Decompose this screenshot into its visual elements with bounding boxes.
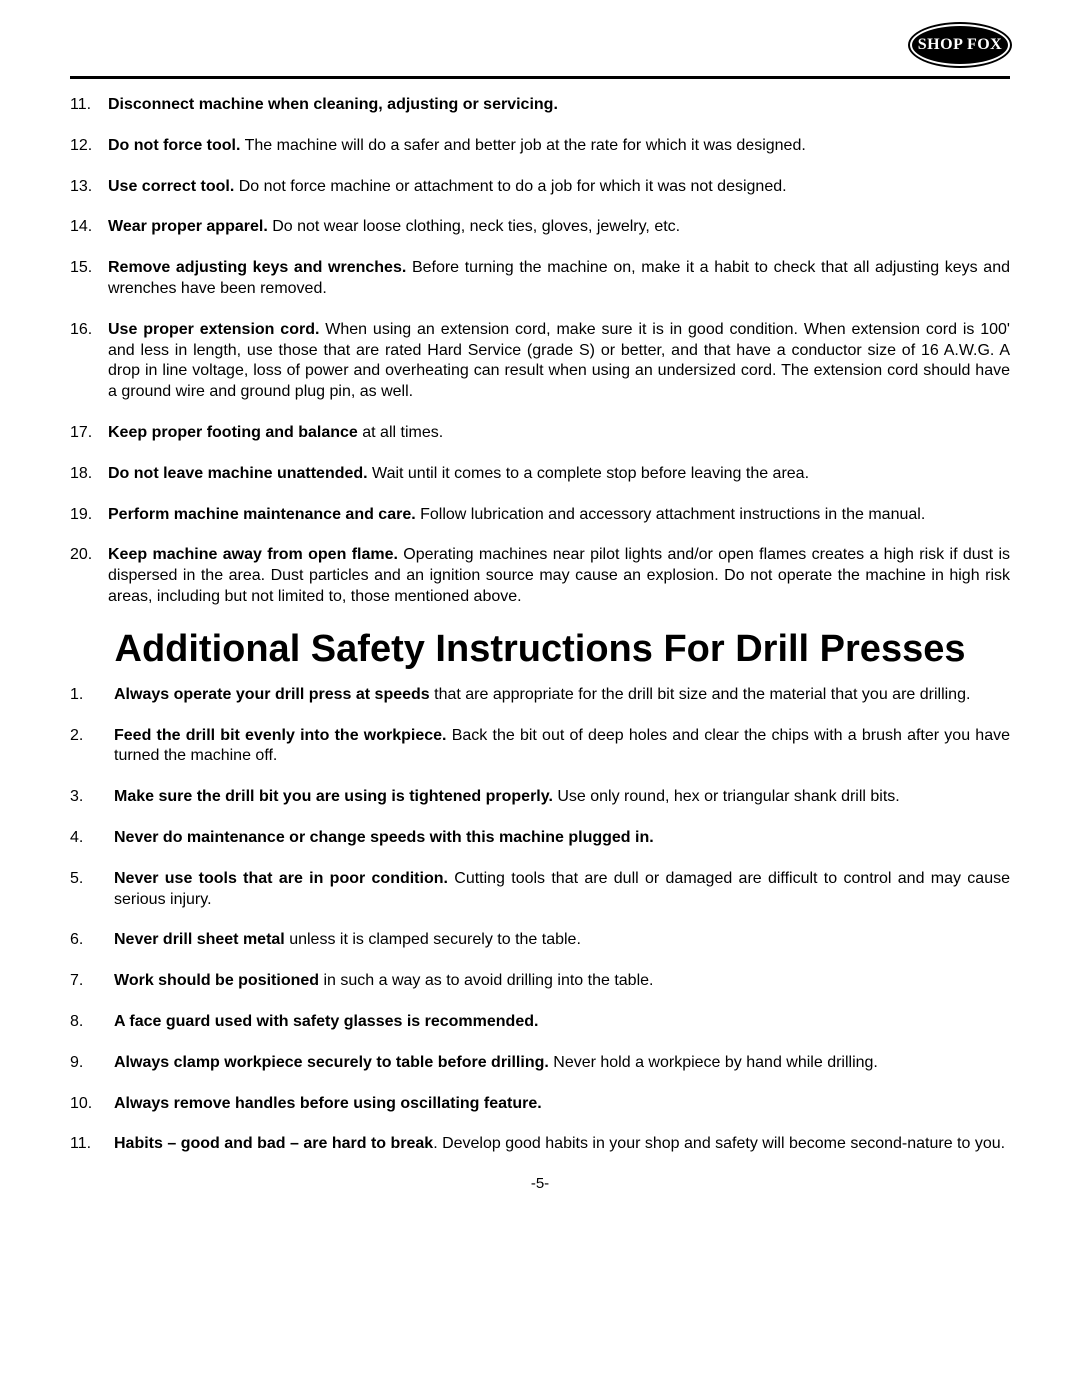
rule-number: 7. <box>70 971 83 992</box>
rule-rest-text: in such a way as to avoid drilling into … <box>319 972 653 989</box>
rule-bold-text: Do not leave machine unattended. <box>108 465 368 482</box>
rule-rest-text: that are appropriate for the drill bit s… <box>430 686 971 703</box>
brand-logo: SHOP FOX <box>910 24 1010 66</box>
rule-number: 3. <box>70 787 83 808</box>
section-title: Additional Safety Instructions For Drill… <box>70 628 1010 671</box>
general-rule-item: 14. Wear proper apparel. Do not wear loos… <box>70 217 1010 238</box>
rule-number: 9. <box>70 1053 83 1074</box>
rule-bold-text: Always remove handles before using oscil… <box>114 1095 542 1112</box>
rule-bold-text: Make sure the drill bit you are using is… <box>114 788 553 805</box>
rule-bold-text: Never use tools that are in poor conditi… <box>114 870 448 887</box>
rule-bold-text: Use correct tool. <box>108 178 234 195</box>
rule-rest-text: at all times. <box>358 424 443 441</box>
rule-rest-text: . Develop good habits in your shop and s… <box>433 1135 1005 1152</box>
page-number: -5- <box>70 1175 1010 1192</box>
rule-bold-text: Habits – good and bad – are hard to brea… <box>114 1135 433 1152</box>
header-divider <box>70 76 1010 79</box>
page-container: SHOP FOX 11. Disconnect machine when clea… <box>0 0 1080 1397</box>
rule-bold-text: Never drill sheet metal <box>114 931 285 948</box>
rule-number: 8. <box>70 1012 83 1033</box>
rule-number: 19. <box>70 505 92 526</box>
rule-number: 18. <box>70 464 92 485</box>
rule-bold-text: Wear proper apparel. <box>108 218 268 235</box>
general-rule-item: 19. Perform machine maintenance and care.… <box>70 505 1010 526</box>
rule-number: 12. <box>70 136 92 157</box>
brand-logo-text: SHOP FOX <box>918 36 1002 54</box>
rule-number: 4. <box>70 828 83 849</box>
rule-bold-text: Feed the drill bit evenly into the workp… <box>114 727 447 744</box>
drill-rule-item: 8. A face guard used with safety glasses … <box>70 1012 1010 1033</box>
rule-number: 20. <box>70 545 92 566</box>
general-rule-item: 13. Use correct tool. Do not force machin… <box>70 177 1010 198</box>
rule-number: 1. <box>70 685 83 706</box>
rule-rest-text: unless it is clamped securely to the tab… <box>285 931 581 948</box>
rule-rest-text: Do not wear loose clothing, neck ties, g… <box>268 218 680 235</box>
drill-rule-item: 11. Habits – good and bad – are hard to b… <box>70 1134 1010 1155</box>
rule-number: 11. <box>70 1134 91 1155</box>
drill-rule-item: 5. Never use tools that are in poor condi… <box>70 869 1010 911</box>
drill-rule-item: 9. Always clamp workpiece securely to tab… <box>70 1053 1010 1074</box>
rule-rest-text: Use only round, hex or triangular shank … <box>553 788 900 805</box>
rule-bold-text: Disconnect machine when cleaning, adjust… <box>108 96 558 113</box>
rule-bold-text: Work should be positioned <box>114 972 319 989</box>
rule-bold-text: Do not force tool. <box>108 137 240 154</box>
rule-number: 10. <box>70 1094 92 1115</box>
rule-number: 5. <box>70 869 83 890</box>
rule-bold-text: Keep proper footing and balance <box>108 424 358 441</box>
general-rule-item: 17. Keep proper footing and balance at al… <box>70 423 1010 444</box>
drill-rule-item: 7. Work should be positioned in such a wa… <box>70 971 1010 992</box>
page-header: SHOP FOX <box>70 20 1010 70</box>
rule-number: 11. <box>70 95 91 116</box>
rule-bold-text: Always operate your drill press at speed… <box>114 686 430 703</box>
rule-number: 13. <box>70 177 92 198</box>
drill-rule-item: 1. Always operate your drill press at spe… <box>70 685 1010 706</box>
rule-number: 17. <box>70 423 92 444</box>
rule-bold-text: Remove adjusting keys and wrenches. <box>108 259 406 276</box>
general-rule-item: 11. Disconnect machine when cleaning, adj… <box>70 95 1010 116</box>
drill-rule-item: 10. Always remove handles before using os… <box>70 1094 1010 1115</box>
rule-bold-text: Perform machine maintenance and care. <box>108 506 416 523</box>
rule-rest-text: Never hold a workpiece by hand while dri… <box>549 1054 878 1071</box>
drill-rule-item: 4. Never do maintenance or change speeds … <box>70 828 1010 849</box>
rule-number: 16. <box>70 320 92 341</box>
general-rule-item: 18. Do not leave machine unattended. Wait… <box>70 464 1010 485</box>
rule-rest-text: Do not force machine or attachment to do… <box>234 178 786 195</box>
general-rule-item: 20.Keep machine away from open flame. Op… <box>70 545 1010 607</box>
rule-number: 6. <box>70 930 83 951</box>
rule-number: 14. <box>70 217 92 238</box>
drill-rule-item: 6. Never drill sheet metal unless it is c… <box>70 930 1010 951</box>
rule-bold-text: Always clamp workpiece securely to table… <box>114 1054 549 1071</box>
rule-rest-text: The machine will do a safer and better j… <box>240 137 805 154</box>
general-rule-item: 12. Do not force tool. The machine will d… <box>70 136 1010 157</box>
rule-rest-text: Follow lubrication and accessory attachm… <box>416 506 926 523</box>
rule-number: 15. <box>70 258 92 279</box>
rule-bold-text: Keep machine away from open flame. <box>108 546 398 563</box>
general-safety-rules-list: 11. Disconnect machine when cleaning, adj… <box>70 95 1010 608</box>
drill-rule-item: 2. Feed the drill bit evenly into the wor… <box>70 726 1010 768</box>
drill-rule-item: 3. Make sure the drill bit you are using … <box>70 787 1010 808</box>
rule-bold-text: A face guard used with safety glasses is… <box>114 1013 538 1030</box>
rule-rest-text: Wait until it comes to a complete stop b… <box>368 465 809 482</box>
rule-number: 2. <box>70 726 83 747</box>
rule-bold-text: Never do maintenance or change speeds wi… <box>114 829 654 846</box>
drill-press-rules-list: 1. Always operate your drill press at spe… <box>70 685 1010 1155</box>
rule-bold-text: Use proper extension cord. <box>108 321 319 338</box>
general-rule-item: 15.Remove adjusting keys and wrenches. B… <box>70 258 1010 300</box>
general-rule-item: 16.Use proper extension cord. When using… <box>70 320 1010 403</box>
